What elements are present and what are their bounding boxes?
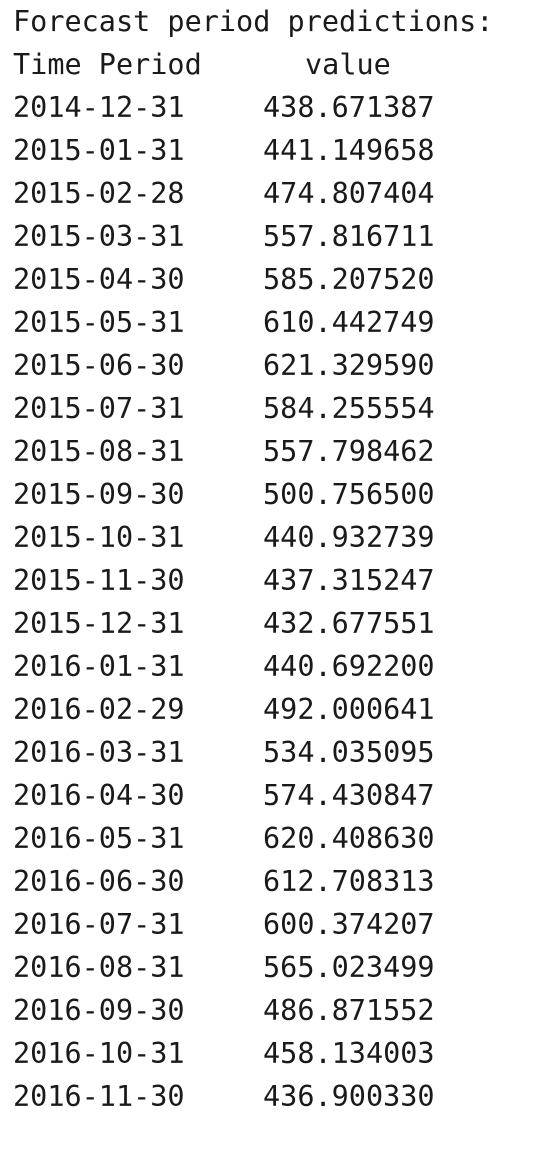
row-date: 2016-06-30 — [13, 860, 263, 903]
table-row: 2016-02-29 492.000641 — [13, 688, 553, 731]
table-row: 2016-10-31 458.134003 — [13, 1032, 553, 1075]
row-value: 440.692200 — [263, 645, 435, 688]
table-row: 2016-07-31 600.374207 — [13, 903, 553, 946]
table-header: Time Period value — [13, 43, 553, 86]
row-value: 441.149658 — [263, 129, 435, 172]
table-row: 2016-06-30 612.708313 — [13, 860, 553, 903]
row-date: 2015-10-31 — [13, 516, 263, 559]
row-date: 2015-11-30 — [13, 559, 263, 602]
row-date: 2015-12-31 — [13, 602, 263, 645]
table-row: 2016-08-31 565.023499 — [13, 946, 553, 989]
row-date: 2016-11-30 — [13, 1075, 263, 1118]
row-value: 436.900330 — [263, 1075, 435, 1118]
table-row: 2016-03-31 534.035095 — [13, 731, 553, 774]
table-row: 2015-04-30 585.207520 — [13, 258, 553, 301]
row-value: 534.035095 — [263, 731, 435, 774]
output-title: Forecast period predictions: — [13, 0, 553, 43]
row-date: 2016-09-30 — [13, 989, 263, 1032]
row-date: 2016-04-30 — [13, 774, 263, 817]
table-row: 2015-10-31 440.932739 — [13, 516, 553, 559]
row-value: 438.671387 — [263, 86, 435, 129]
table-row: 2016-09-30 486.871552 — [13, 989, 553, 1032]
row-date: 2014-12-31 — [13, 86, 263, 129]
table-row: 2015-01-31 441.149658 — [13, 129, 553, 172]
table-row: 2015-03-31 557.816711 — [13, 215, 553, 258]
table-row: 2015-06-30 621.329590 — [13, 344, 553, 387]
row-date: 2015-03-31 — [13, 215, 263, 258]
table-row: 2015-07-31 584.255554 — [13, 387, 553, 430]
row-value: 584.255554 — [263, 387, 435, 430]
row-value: 492.000641 — [263, 688, 435, 731]
table-row: 2015-08-31 557.798462 — [13, 430, 553, 473]
row-value: 574.430847 — [263, 774, 435, 817]
row-date: 2015-01-31 — [13, 129, 263, 172]
table-body: 2014-12-31 438.671387 2015-01-31 441.149658… — [13, 86, 553, 1118]
row-date: 2015-06-30 — [13, 344, 263, 387]
row-value: 486.871552 — [263, 989, 435, 1032]
table-row: 2016-04-30 574.430847 — [13, 774, 553, 817]
row-date: 2015-04-30 — [13, 258, 263, 301]
table-row: 2015-09-30 500.756500 — [13, 473, 553, 516]
row-value: 500.756500 — [263, 473, 435, 516]
row-date: 2016-03-31 — [13, 731, 263, 774]
table-row: 2016-11-30 436.900330 — [13, 1075, 553, 1118]
row-date: 2015-09-30 — [13, 473, 263, 516]
row-value: 621.329590 — [263, 344, 435, 387]
table-row: 2016-05-31 620.408630 — [13, 817, 553, 860]
column-header-value: value — [263, 43, 391, 86]
table-row: 2014-12-31 438.671387 — [13, 86, 553, 129]
table-row: 2015-02-28 474.807404 — [13, 172, 553, 215]
row-value: 557.798462 — [263, 430, 435, 473]
row-date: 2016-01-31 — [13, 645, 263, 688]
row-date: 2015-07-31 — [13, 387, 263, 430]
row-value: 620.408630 — [263, 817, 435, 860]
row-date: 2015-08-31 — [13, 430, 263, 473]
column-header-time-period: Time Period — [13, 43, 263, 86]
row-value: 432.677551 — [263, 602, 435, 645]
table-row: 2015-05-31 610.442749 — [13, 301, 553, 344]
table-row: 2016-01-31 440.692200 — [13, 645, 553, 688]
row-date: 2016-05-31 — [13, 817, 263, 860]
table-row: 2015-12-31 432.677551 — [13, 602, 553, 645]
row-date: 2016-10-31 — [13, 1032, 263, 1075]
table-row: 2015-11-30 437.315247 — [13, 559, 553, 602]
row-value: 612.708313 — [263, 860, 435, 903]
row-value: 557.816711 — [263, 215, 435, 258]
row-date: 2015-02-28 — [13, 172, 263, 215]
row-value: 474.807404 — [263, 172, 435, 215]
row-value: 440.932739 — [263, 516, 435, 559]
row-value: 585.207520 — [263, 258, 435, 301]
row-value: 458.134003 — [263, 1032, 435, 1075]
console-output: Forecast period predictions: Time Period… — [13, 0, 553, 1118]
row-value: 437.315247 — [263, 559, 435, 602]
row-value: 600.374207 — [263, 903, 435, 946]
row-value: 565.023499 — [263, 946, 435, 989]
row-date: 2016-07-31 — [13, 903, 263, 946]
row-value: 610.442749 — [263, 301, 435, 344]
row-date: 2016-02-29 — [13, 688, 263, 731]
row-date: 2016-08-31 — [13, 946, 263, 989]
row-date: 2015-05-31 — [13, 301, 263, 344]
